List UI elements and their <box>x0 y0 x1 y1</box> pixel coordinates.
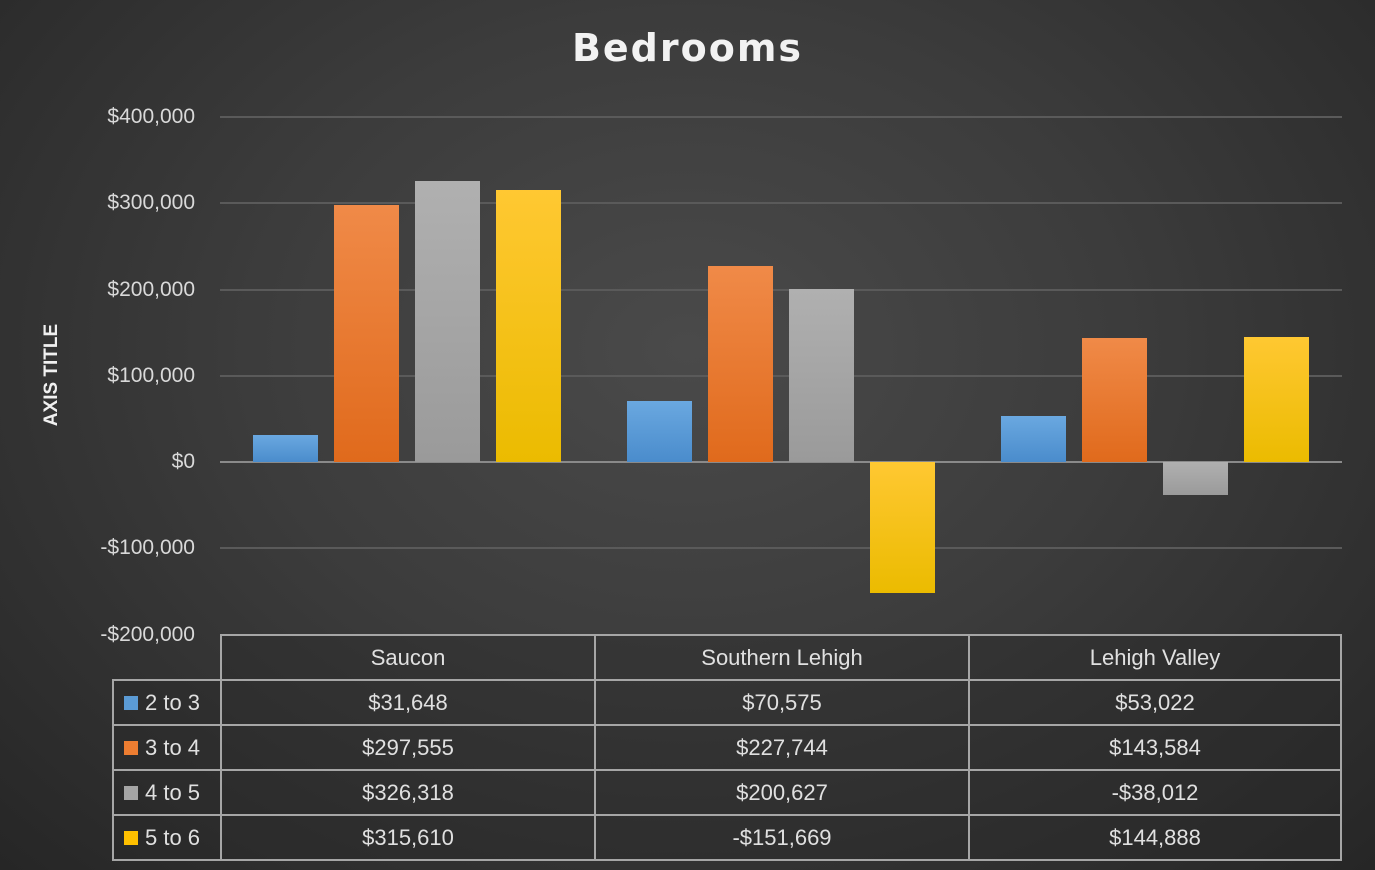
gridline <box>220 547 1342 550</box>
table-cell: $31,648 <box>220 679 596 726</box>
bar[interactable] <box>334 205 399 462</box>
table-header-cell: Southern Lehigh <box>594 634 970 681</box>
bar[interactable] <box>253 434 318 462</box>
gridline <box>220 116 1342 118</box>
table-cell: -$38,012 <box>968 769 1342 816</box>
legend-key: 5 to 6 <box>112 814 222 861</box>
bar[interactable] <box>870 462 935 593</box>
bar[interactable] <box>627 401 692 462</box>
legend-key: 4 to 5 <box>112 769 222 816</box>
gridline <box>220 374 1342 377</box>
legend-swatch-icon <box>124 695 138 710</box>
table-cell: $53,022 <box>968 679 1342 726</box>
zero-axis-line <box>220 461 1342 463</box>
y-tick-label: $0 <box>171 450 195 473</box>
legend-label: 4 to 5 <box>145 779 201 805</box>
bar[interactable] <box>1244 337 1309 462</box>
table-header-cell: Saucon <box>220 634 596 681</box>
y-tick-label: $300,000 <box>107 191 195 215</box>
legend-key: 2 to 3 <box>112 679 222 726</box>
table-cell: $227,744 <box>594 724 970 771</box>
table-cell: -$151,669 <box>594 814 970 861</box>
y-tick-label: -$100,000 <box>100 536 195 560</box>
y-tick-label: -$200,000 <box>100 622 195 646</box>
table-cell: $143,584 <box>968 724 1342 771</box>
table-cell: $326,318 <box>220 769 596 816</box>
table-cell: $70,575 <box>594 679 970 726</box>
table-header-cell: Lehigh Valley <box>968 634 1342 681</box>
bar[interactable] <box>1082 338 1147 462</box>
y-axis-title: AXIS TITLE <box>41 323 62 427</box>
legend-label: 5 to 6 <box>145 824 201 850</box>
table-cell: $200,627 <box>594 769 970 816</box>
legend-key: 3 to 4 <box>112 724 222 771</box>
gridline <box>220 288 1342 291</box>
legend-label: 2 to 3 <box>145 689 201 715</box>
bar[interactable] <box>1163 462 1228 495</box>
bar[interactable] <box>789 288 854 462</box>
legend-label: 3 to 4 <box>145 734 201 760</box>
legend-swatch-icon <box>124 740 138 755</box>
chart-title: Bedrooms <box>571 26 804 70</box>
y-tick-label: $400,000 <box>107 105 195 128</box>
bar[interactable] <box>1001 416 1066 462</box>
bar[interactable] <box>496 189 561 462</box>
y-tick-label: $200,000 <box>107 277 195 301</box>
bar[interactable] <box>415 180 480 462</box>
legend-swatch-icon <box>124 830 138 845</box>
gridline <box>220 202 1342 205</box>
legend-swatch-icon <box>124 785 138 800</box>
table-cell: $144,888 <box>968 814 1342 861</box>
table-cell: $315,610 <box>220 814 596 861</box>
y-tick-label: $100,000 <box>107 363 195 387</box>
table-cell: $297,555 <box>220 724 596 771</box>
bar[interactable] <box>708 265 773 462</box>
